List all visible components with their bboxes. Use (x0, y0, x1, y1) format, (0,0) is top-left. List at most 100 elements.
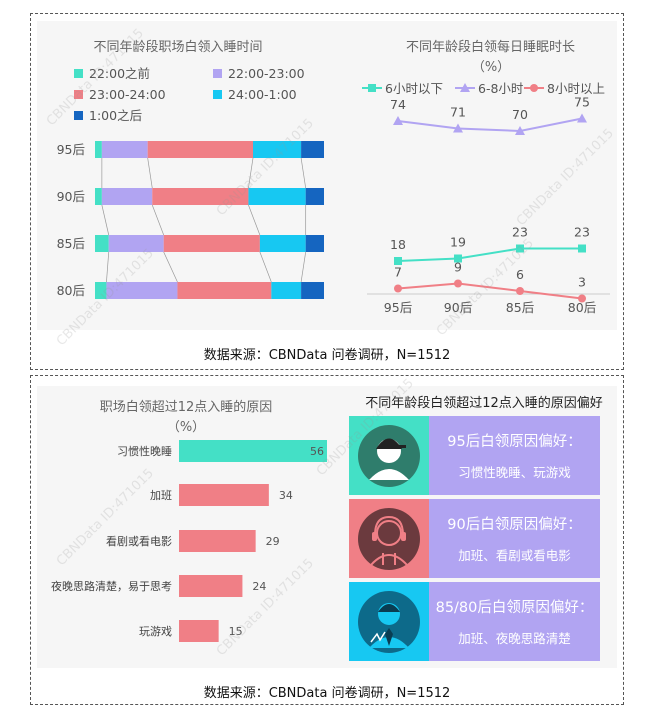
stacked-bar-segment (152, 188, 249, 205)
legend-marker (368, 84, 376, 92)
reason-category-label: 看剧或看电影 (106, 534, 172, 548)
data-label: 18 (390, 237, 406, 252)
card-95: 95后白领原因偏好： 习惯性晚睡、玩游戏 (349, 416, 600, 495)
legend-label: 23:00-24:00 (89, 87, 166, 102)
data-label: 6 (516, 267, 524, 282)
card-85-80-title: 85/80后白领原因偏好： (435, 600, 594, 616)
legend-swatch (74, 90, 83, 99)
card-90: 90后白领原因偏好： 加班、看剧或看电影 (349, 499, 600, 578)
stacked-bar-segment (95, 141, 102, 158)
stacked-bar-segment (301, 282, 324, 299)
reason-category-label: 夜晚思路清楚，易于思考 (51, 579, 172, 593)
stacked-bar-segment (259, 235, 306, 252)
card-85-80-text: 85/80后白领原因偏好： 加班、夜晚思路清楚 (429, 582, 600, 661)
reason-preference-title: 不同年龄段白领超过12点入睡的原因偏好 (365, 396, 603, 411)
stacked-bar-segment (177, 282, 272, 299)
data-label: 71 (450, 105, 466, 120)
data-source-note: 数据来源：CBNData 问卷调研，N=1512 (203, 348, 451, 363)
stacked-bar-segment (95, 282, 107, 299)
data-label: 3 (578, 275, 586, 290)
data-point (453, 123, 463, 133)
legend-label: 22:00之前 (89, 66, 150, 81)
reason-value-label: 34 (279, 489, 293, 502)
data-point (394, 284, 402, 293)
legend-marker (460, 83, 470, 92)
data-point (454, 279, 462, 288)
legend-label: 1:00之后 (89, 108, 142, 123)
data-point (516, 244, 524, 253)
reason-bar (179, 530, 256, 552)
stacked-bar-segment (305, 188, 324, 205)
person-cap-icon (358, 425, 420, 487)
sleep-time-panel: 不同年龄段职场白领入睡时间 不同年龄段白领每日睡眠时长 （%） 数据来源：CBN… (30, 13, 624, 370)
data-point (393, 116, 403, 125)
card-85-80-icon-box (349, 582, 429, 661)
connector-line (300, 251, 307, 283)
card-85-80: 85/80后白领原因偏好： 加班、夜晚思路清楚 (349, 582, 600, 661)
series-line (397, 247, 582, 262)
category-label: 85后 (57, 236, 85, 251)
connector-line (163, 251, 178, 283)
connector-line (248, 204, 261, 236)
connector-line (151, 204, 165, 236)
reasons-chart-unit: （%） (166, 420, 206, 435)
stacked-bar-segment (248, 188, 306, 205)
data-point (454, 254, 462, 263)
stacked-bar-segment (95, 188, 102, 205)
x-tick-label: 95后 (384, 300, 412, 315)
stacked-bar-segment (106, 282, 178, 299)
reason-category-label: 加班 (150, 489, 172, 502)
category-label: 90后 (57, 189, 85, 204)
stacked-bar-segment (108, 235, 164, 252)
reason-bar (179, 484, 269, 506)
data-label: 23 (512, 225, 528, 240)
sleep-duration-chart-unit: （%） (471, 60, 511, 75)
bedtime-legend: 22:00之前 22:00-23:00 23:00-24:00 24:00-1:00 1… (74, 66, 305, 123)
x-tick-label: 85后 (506, 300, 534, 315)
legend-label: 8小时以上 (547, 81, 605, 96)
card-95-text: 95后白领原因偏好： 习惯性晚睡、玩游戏 (429, 416, 600, 495)
legend-label: 22:00-23:00 (228, 66, 305, 81)
data-label: 19 (450, 235, 466, 250)
reasons-bar-chart: 56 习惯性晚睡 34 加班 29 看剧或看电影 24 夜晚思路清楚，易于思考 15 玩游戏 (51, 440, 327, 642)
connector-line (248, 157, 254, 189)
reason-bar (179, 620, 219, 642)
data-label: 23 (574, 225, 590, 240)
legend-swatch (74, 69, 83, 78)
legend-label: 6小时以下 (385, 81, 443, 96)
reason-category-label: 玩游戏 (139, 625, 172, 638)
connector-line (147, 157, 153, 189)
category-label: 95后 (57, 142, 85, 157)
legend-label: 24:00-1:00 (228, 87, 297, 102)
reason-value-label: 15 (229, 625, 243, 638)
stacked-bar-segment (101, 188, 153, 205)
stacked-bar-segment (147, 141, 254, 158)
stacked-bar-segment (301, 141, 324, 158)
data-label: 7 (394, 265, 402, 280)
data-point (577, 113, 587, 123)
reason-bar (179, 440, 327, 462)
card-90-text: 90后白领原因偏好： 加班、看剧或看电影 (429, 499, 600, 578)
reason-bar (179, 575, 243, 597)
stacked-bar-segment (95, 235, 109, 252)
x-tick-label: 80后 (568, 300, 596, 315)
data-point (578, 244, 586, 253)
series-line (397, 117, 583, 133)
stacked-bar-segment (305, 235, 324, 252)
reason-value-label: 56 (310, 445, 324, 458)
sleep-time-panel-background (37, 21, 617, 330)
card-95-detail: 习惯性晚睡、玩游戏 (458, 465, 571, 480)
sleep-duration-legend: 6小时以下 6-8小时 8小时以上 (362, 81, 605, 96)
data-label: 70 (512, 107, 528, 122)
connector-line (106, 251, 110, 283)
bedtime-chart-title: 不同年龄段职场白领入睡时间 (93, 40, 263, 55)
bedtime-stacked-bar-chart: 95后 90后 85后 80后 (57, 141, 324, 299)
legend-label: 6-8小时 (478, 81, 524, 96)
person-headphones-icon (358, 508, 420, 570)
card-95-icon-box (349, 416, 429, 495)
data-point (394, 257, 402, 265)
category-label: 80后 (57, 283, 85, 298)
stacked-bar-segment (253, 141, 302, 158)
legend-swatch (213, 69, 222, 78)
